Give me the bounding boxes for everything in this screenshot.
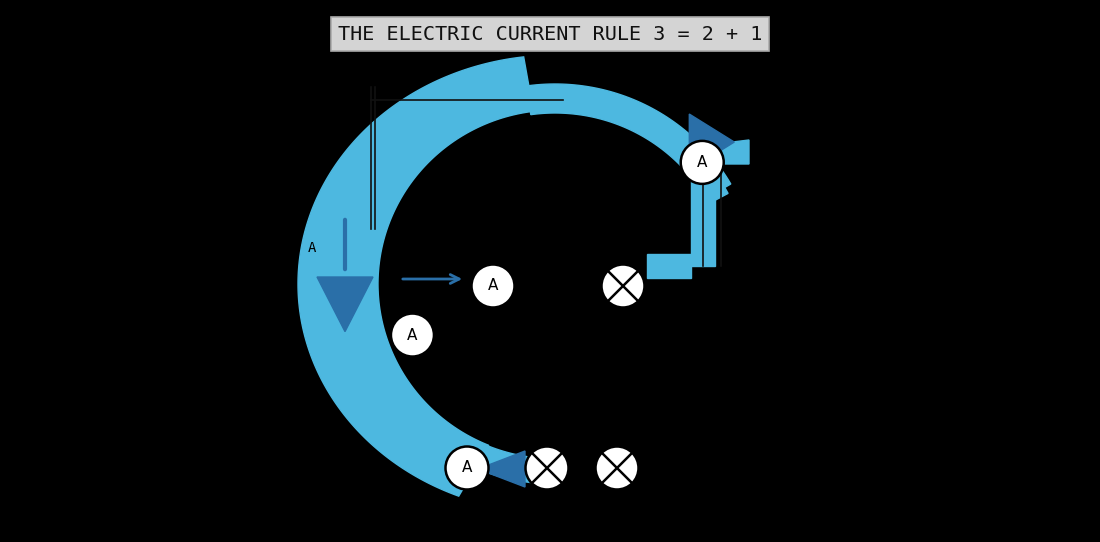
Text: A: A — [697, 155, 707, 170]
Text: A: A — [487, 279, 498, 294]
Polygon shape — [352, 84, 730, 484]
Text: THE ELECTRIC CURRENT RULE 3 = 2 + 1: THE ELECTRIC CURRENT RULE 3 = 2 + 1 — [338, 24, 762, 43]
Polygon shape — [298, 57, 534, 496]
Circle shape — [595, 447, 638, 489]
Text: A: A — [308, 241, 317, 255]
Polygon shape — [464, 442, 562, 482]
Circle shape — [390, 313, 433, 357]
Polygon shape — [691, 146, 715, 266]
Circle shape — [526, 447, 569, 489]
Polygon shape — [528, 91, 728, 204]
Polygon shape — [690, 114, 735, 170]
Circle shape — [446, 447, 488, 489]
Polygon shape — [478, 451, 525, 487]
Circle shape — [681, 141, 724, 184]
Polygon shape — [691, 140, 749, 164]
Text: 2A: 2A — [573, 199, 588, 212]
Circle shape — [602, 264, 645, 307]
Polygon shape — [317, 277, 373, 332]
Polygon shape — [647, 254, 691, 278]
Text: A: A — [462, 461, 472, 475]
Text: A: A — [407, 327, 418, 343]
Circle shape — [472, 264, 515, 307]
